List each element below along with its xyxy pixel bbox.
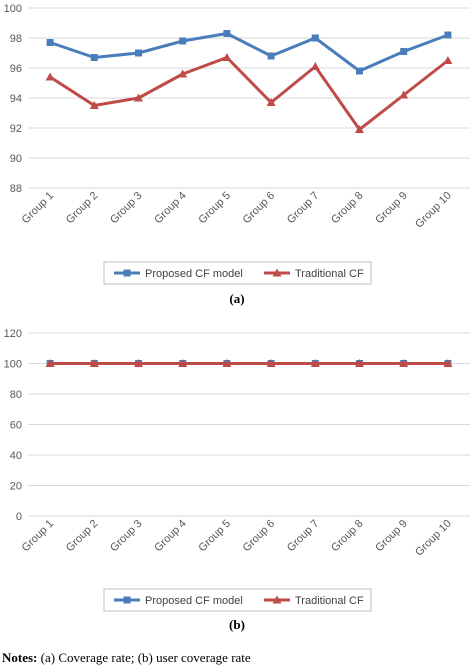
- y-tick-label: 94: [10, 93, 22, 105]
- data-point: [267, 52, 275, 60]
- y-tick-label: 88: [10, 183, 22, 195]
- data-point: [266, 359, 276, 367]
- x-tick-label: Group 7: [285, 190, 322, 227]
- x-tick-label: Group 7: [285, 518, 322, 555]
- data-point: [135, 49, 142, 57]
- y-tick-label: 92: [10, 123, 22, 135]
- data-point: [89, 359, 99, 367]
- series-line: [49, 56, 449, 131]
- data-point: [45, 72, 55, 81]
- x-tick-label: Group 5: [196, 190, 233, 227]
- x-tick-label: Group 8: [329, 190, 366, 227]
- legend-marker: [123, 596, 131, 604]
- x-tick-label: Group 4: [152, 518, 189, 555]
- data-point: [443, 359, 453, 367]
- x-tick-label: Group 10: [413, 190, 454, 231]
- notes-label: Notes:: [2, 650, 38, 665]
- y-tick-label: 98: [10, 33, 22, 45]
- data-point: [134, 93, 143, 102]
- y-tick-label: 0: [16, 511, 22, 523]
- panel-label: (b): [229, 617, 245, 632]
- data-point: [310, 359, 320, 367]
- legend-label: Proposed CF model: [145, 595, 243, 607]
- x-tick-label: Group 6: [241, 190, 278, 227]
- series-line: [49, 32, 449, 73]
- legend-marker: [272, 268, 282, 277]
- data-point: [400, 48, 408, 55]
- legend-label: Traditional CF: [295, 268, 364, 280]
- panel-label: (a): [229, 291, 244, 306]
- data-point: [223, 30, 231, 37]
- legend-label: Proposed CF model: [145, 268, 243, 280]
- y-tick-label: 40: [10, 450, 22, 462]
- x-tick-label: Group 2: [64, 518, 101, 555]
- data-point: [444, 31, 452, 39]
- x-tick-label: Group 8: [329, 518, 366, 555]
- x-tick-label: Group 3: [108, 518, 145, 555]
- x-tick-label: Group 3: [108, 190, 145, 227]
- y-tick-label: 96: [10, 63, 22, 75]
- x-tick-label: Group 1: [20, 518, 57, 555]
- data-point: [134, 359, 143, 367]
- legend-marker: [272, 595, 282, 604]
- data-point: [443, 56, 453, 64]
- data-point: [90, 54, 98, 61]
- y-tick-label: 100: [4, 359, 22, 371]
- y-tick-label: 100: [4, 3, 22, 15]
- data-point: [89, 101, 99, 109]
- data-point: [399, 359, 409, 367]
- data-point: [356, 67, 363, 75]
- data-point: [179, 37, 187, 45]
- y-tick-label: 60: [10, 420, 22, 432]
- x-tick-label: Group 4: [152, 190, 189, 227]
- data-point: [310, 62, 320, 70]
- x-tick-label: Group 1: [20, 190, 57, 227]
- notes-text: (a) Coverage rate; (b) user coverage rat…: [37, 650, 251, 665]
- legend-marker: [123, 269, 131, 277]
- x-tick-label: Group 9: [373, 518, 410, 555]
- data-point: [266, 98, 276, 106]
- y-tick-label: 20: [10, 481, 22, 493]
- data-point: [45, 359, 55, 367]
- x-tick-label: Group 10: [413, 518, 454, 559]
- legend-label: Traditional CF: [295, 595, 364, 607]
- x-tick-label: Group 9: [373, 190, 410, 227]
- y-tick-label: 90: [10, 153, 22, 165]
- x-tick-label: Group 5: [196, 518, 233, 555]
- legend-box: [103, 588, 372, 612]
- data-point: [46, 39, 54, 46]
- data-point: [399, 90, 409, 99]
- y-tick-label: 80: [10, 389, 22, 401]
- data-point: [355, 125, 364, 133]
- figure-notes: Notes: (a) Coverage rate; (b) user cover…: [2, 650, 251, 666]
- x-tick-label: Group 2: [64, 190, 101, 227]
- data-point: [178, 359, 188, 367]
- legend-box: [103, 261, 372, 285]
- data-point: [355, 359, 364, 367]
- data-point: [222, 359, 232, 367]
- data-point: [222, 53, 232, 61]
- data-point: [311, 34, 319, 42]
- y-tick-label: 120: [4, 328, 22, 340]
- x-tick-label: Group 6: [241, 518, 278, 555]
- data-point: [178, 69, 188, 78]
